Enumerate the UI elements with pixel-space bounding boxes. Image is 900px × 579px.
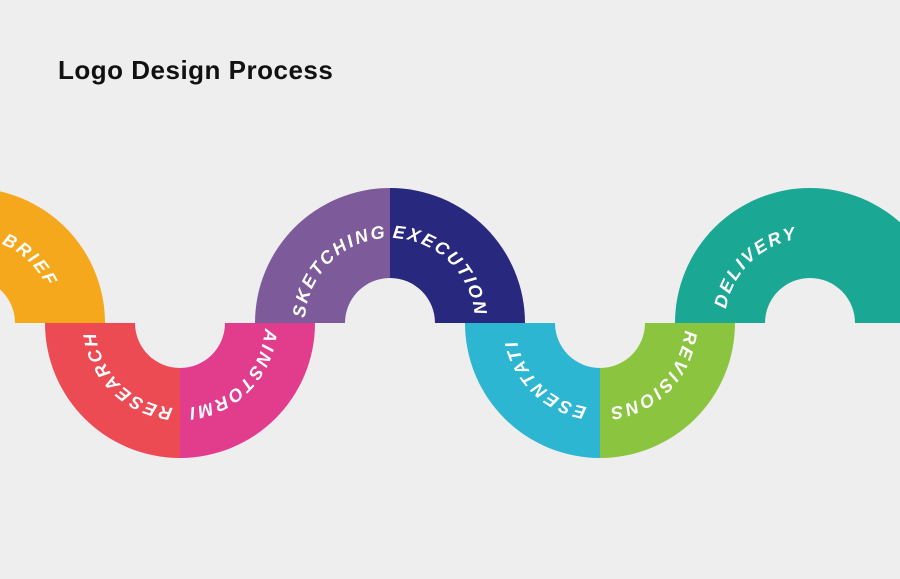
process-wave: BRIEFRESEARCHBRAINSTORMINGSKETCHINGEXECU… bbox=[0, 0, 900, 579]
infographic-canvas: Logo Design Process BRIEFRESEARCHBRAINST… bbox=[0, 0, 900, 579]
wave-segment bbox=[810, 188, 900, 323]
